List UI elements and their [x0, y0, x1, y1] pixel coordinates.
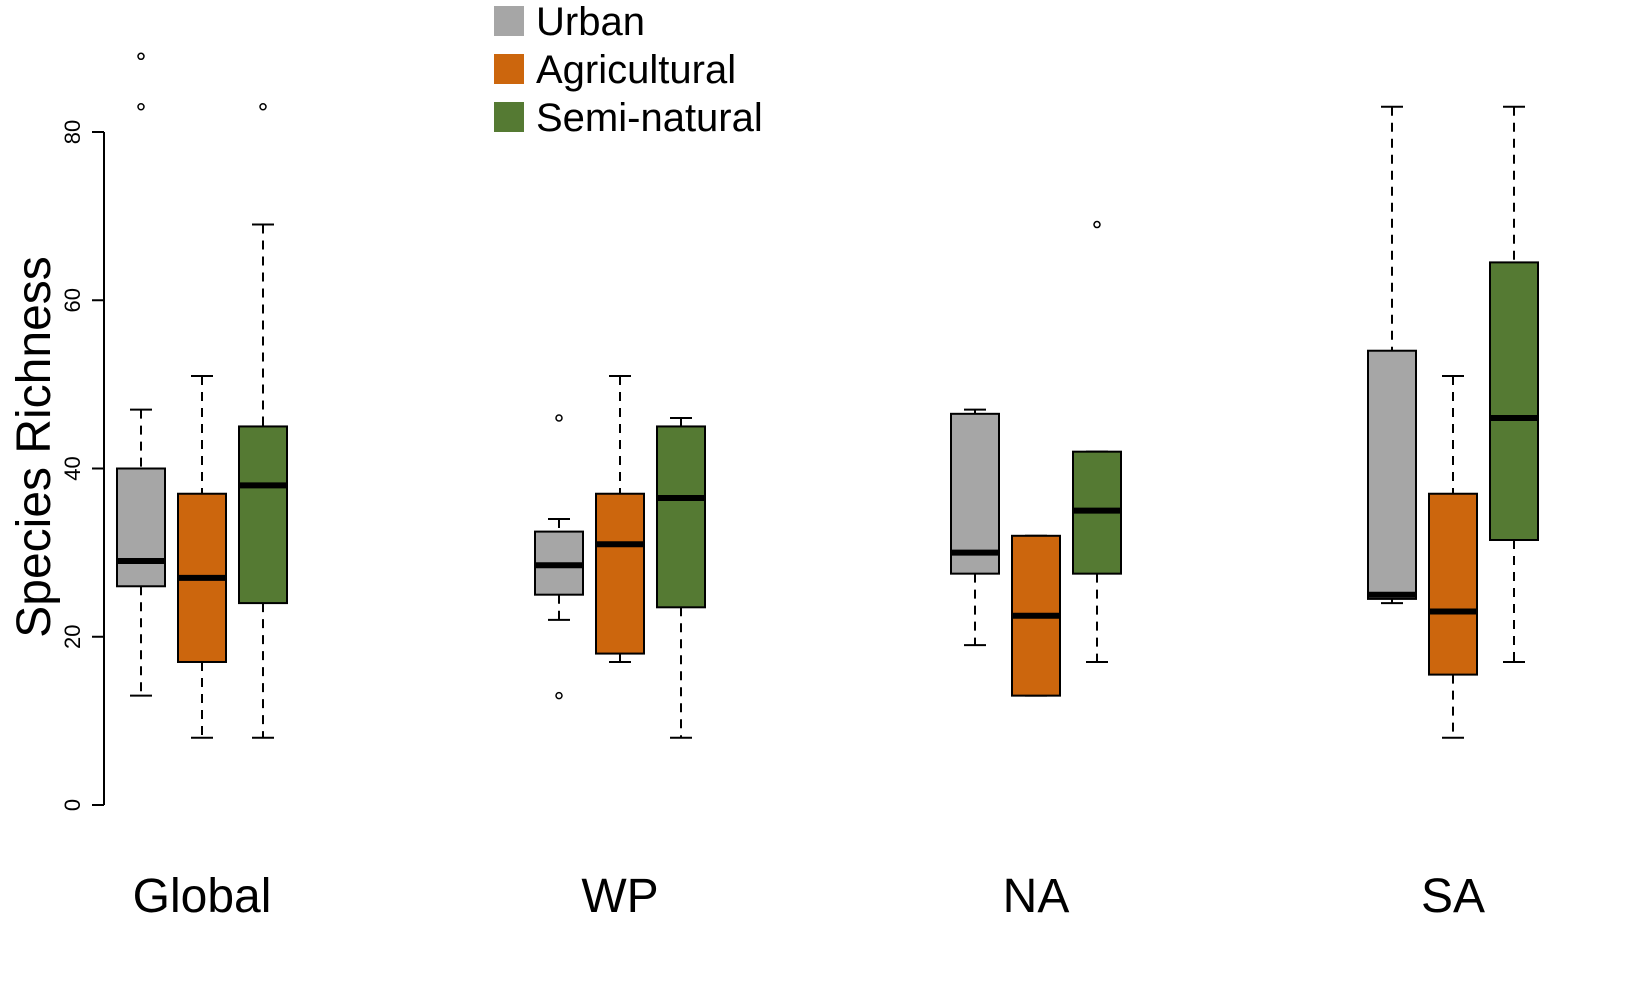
box-iqr: [1489, 261, 1539, 542]
box-semi-natural-sa: [1489, 105, 1539, 663]
group-label-global: Global: [133, 870, 272, 923]
legend-swatch: [494, 54, 524, 84]
outlier-point: [137, 103, 145, 111]
plot-area: [116, 52, 1539, 739]
legend-label: Agricultural: [536, 48, 736, 92]
outlier-point: [1093, 220, 1101, 229]
outlier-point: [555, 414, 563, 422]
outlier-point: [555, 691, 563, 700]
box-iqr: [238, 425, 288, 605]
legend-swatch: [494, 6, 524, 36]
y-tick-label: 60: [60, 288, 85, 312]
y-axis: 0 20 40 60 80: [60, 120, 105, 811]
y-tick-label: 40: [60, 456, 85, 480]
y-tick-label: 80: [60, 120, 85, 144]
outlier-point: [137, 52, 145, 61]
box-iqr: [656, 425, 706, 609]
box-agricultural-wp: [595, 374, 645, 663]
y-tick-label: 0: [60, 799, 85, 811]
box-urban-na: [950, 408, 1000, 647]
group-label-wp: WP: [581, 870, 658, 923]
group-labels: Global WP NA SA: [133, 870, 1485, 923]
box-urban-wp: [534, 414, 584, 700]
box-iqr: [116, 467, 166, 588]
box-agricultural-sa: [1428, 374, 1478, 739]
group-label-na: NA: [1003, 870, 1070, 923]
box-agricultural-na: [1011, 534, 1061, 697]
box-urban-global: [116, 52, 166, 697]
box-agricultural-global: [177, 374, 227, 739]
box-iqr: [595, 492, 645, 655]
box-iqr: [1428, 492, 1478, 676]
outlier-point: [259, 103, 267, 111]
box-semi-natural-na: [1072, 220, 1122, 663]
legend-swatch: [494, 102, 524, 132]
y-tick-label: 20: [60, 625, 85, 649]
box-iqr: [1367, 349, 1417, 600]
box-semi-natural-wp: [656, 417, 706, 739]
box-urban-sa: [1367, 105, 1417, 605]
box-semi-natural-global: [238, 103, 288, 739]
group-label-sa: SA: [1421, 870, 1485, 923]
legend-label: Semi-natural: [536, 96, 763, 140]
y-axis-label: Species Richness: [8, 256, 61, 638]
box-iqr: [950, 412, 1000, 575]
legend-label: Urban: [536, 0, 645, 44]
